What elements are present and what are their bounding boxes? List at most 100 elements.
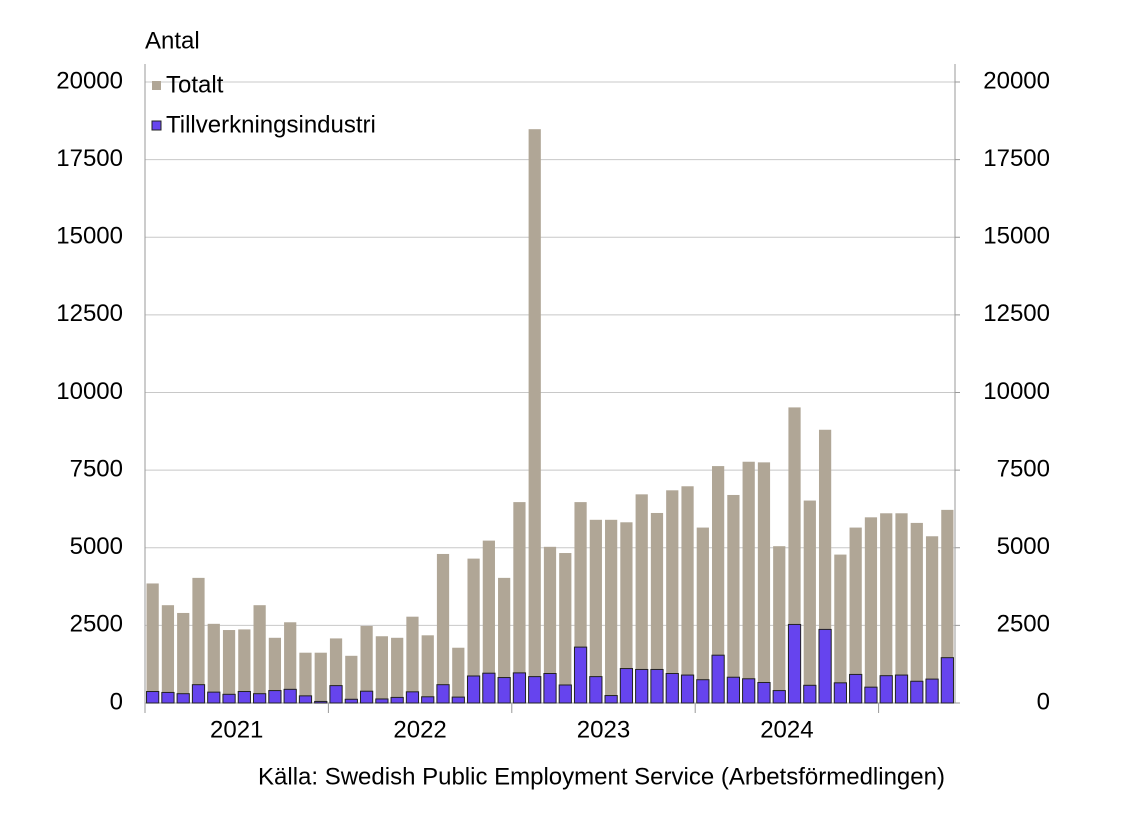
bar [620, 522, 633, 703]
bar [345, 655, 358, 703]
bar [406, 616, 419, 703]
bar [864, 686, 878, 704]
y2-tick-label: 7500 [997, 455, 1050, 482]
legend-swatch [151, 120, 162, 131]
bar [467, 558, 480, 703]
bar [452, 647, 465, 703]
bar [238, 629, 251, 703]
bar [696, 527, 709, 703]
bar [635, 668, 649, 704]
bar [192, 577, 205, 703]
bar [925, 678, 939, 704]
bar [895, 513, 908, 703]
bar [176, 693, 190, 704]
bar [773, 546, 786, 703]
bar [941, 509, 954, 703]
bar [787, 623, 802, 704]
bar [681, 486, 694, 703]
y-tick-label: 10000 [56, 378, 123, 405]
source: Källa: Swedish Public Employment Service… [258, 763, 945, 790]
bar [207, 691, 221, 704]
bar [712, 466, 725, 703]
bar [498, 577, 511, 703]
x-tick-label: 2024 [760, 716, 813, 743]
bar [177, 612, 190, 703]
bar [391, 637, 404, 703]
bar [680, 674, 695, 704]
bar [253, 605, 266, 703]
bar [589, 519, 602, 703]
bar [834, 554, 847, 703]
bar [360, 625, 373, 703]
bar [849, 673, 863, 704]
legend-label: Tillverkningsindustri [166, 111, 376, 138]
bar [666, 490, 679, 703]
bar [528, 676, 542, 704]
y-tick-label: 20000 [56, 67, 123, 94]
y2-tick-label: 2500 [997, 611, 1050, 638]
bar [604, 695, 618, 704]
bar [833, 682, 847, 704]
bar [940, 657, 954, 704]
bar [757, 682, 771, 704]
bar [650, 668, 664, 704]
bar [314, 700, 328, 704]
bar [589, 676, 603, 704]
bar [222, 630, 236, 703]
bar [635, 494, 648, 703]
bar [528, 129, 541, 704]
bar [910, 522, 923, 703]
bar [727, 494, 740, 703]
bar [605, 519, 618, 703]
y2-tick-label: 20000 [983, 67, 1050, 94]
bar [513, 502, 526, 703]
bar [268, 690, 282, 704]
y-tick-label: 5000 [70, 533, 123, 560]
bar [849, 527, 862, 703]
bar [451, 696, 465, 704]
bar [146, 691, 160, 704]
bar [757, 462, 771, 703]
bar [910, 680, 924, 704]
bar [742, 461, 755, 703]
bar [284, 622, 297, 703]
x-tick-label: 2021 [210, 716, 263, 743]
y-axis-label: Antal [145, 27, 200, 54]
bar [650, 512, 664, 703]
bar [880, 513, 893, 703]
bar [314, 652, 327, 703]
bar [298, 695, 313, 704]
bar [421, 635, 434, 703]
bar [253, 693, 267, 704]
y-tick-label: 7500 [70, 455, 123, 482]
y-tick-label: 2500 [70, 611, 123, 638]
bar [161, 691, 175, 704]
bar [573, 646, 588, 704]
bar [405, 691, 420, 704]
y-tick-label: 17500 [56, 145, 123, 172]
bar [299, 652, 312, 703]
bar [864, 517, 878, 703]
bar [237, 691, 251, 704]
x-tick-label: 2022 [393, 716, 446, 743]
y-tick-label: 15000 [56, 223, 123, 250]
bar [894, 674, 909, 704]
y2-tick-label: 5000 [997, 533, 1050, 560]
y2-tick-label: 17500 [983, 145, 1050, 172]
bar [559, 553, 572, 703]
y-tick-label: 0 [110, 688, 123, 715]
bar [772, 690, 786, 704]
y2-tick-label: 0 [1037, 688, 1050, 715]
bar [146, 583, 159, 703]
bar [497, 677, 511, 704]
bar [191, 684, 206, 704]
bar [543, 673, 557, 704]
y2-tick-label: 15000 [983, 223, 1050, 250]
bar [283, 688, 297, 704]
bar [421, 696, 435, 704]
y-tick-label: 12500 [56, 300, 123, 327]
bar [543, 546, 557, 703]
bar [482, 672, 496, 704]
bar [390, 696, 404, 704]
bar [803, 500, 816, 703]
